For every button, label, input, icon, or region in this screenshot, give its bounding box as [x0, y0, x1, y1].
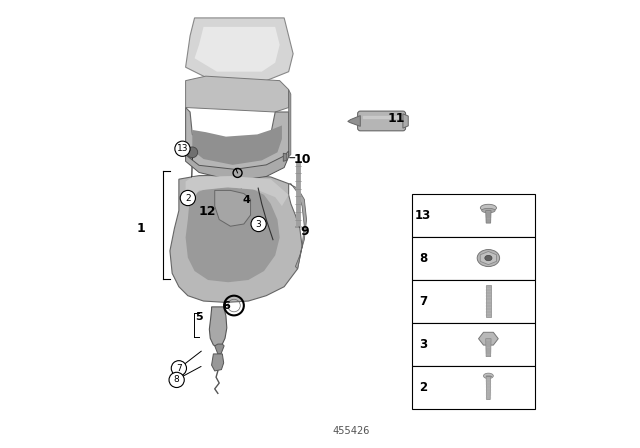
Polygon shape [284, 153, 287, 161]
Polygon shape [412, 194, 535, 237]
Circle shape [251, 216, 266, 232]
Polygon shape [412, 237, 535, 280]
Text: 3: 3 [256, 220, 262, 228]
Text: 12: 12 [198, 205, 216, 219]
Polygon shape [186, 108, 289, 179]
Polygon shape [170, 175, 302, 302]
Polygon shape [486, 376, 491, 400]
Text: 7: 7 [176, 364, 182, 373]
Text: 3: 3 [419, 337, 427, 351]
Text: 8: 8 [174, 375, 179, 384]
Polygon shape [403, 114, 408, 128]
Polygon shape [209, 307, 227, 347]
Circle shape [187, 147, 198, 158]
Ellipse shape [483, 373, 493, 379]
Polygon shape [186, 18, 293, 81]
Polygon shape [412, 366, 535, 409]
Polygon shape [486, 339, 491, 357]
Text: 11: 11 [387, 112, 405, 125]
Polygon shape [479, 332, 499, 345]
Polygon shape [186, 151, 289, 181]
Polygon shape [486, 211, 491, 223]
Circle shape [180, 190, 195, 206]
Text: 10: 10 [293, 152, 311, 166]
Polygon shape [212, 354, 224, 371]
Text: 5: 5 [195, 312, 203, 322]
Polygon shape [486, 285, 491, 317]
Polygon shape [195, 27, 280, 72]
Text: 13: 13 [177, 144, 188, 153]
Text: 6: 6 [222, 301, 230, 310]
Circle shape [172, 361, 186, 376]
Polygon shape [289, 90, 291, 157]
Polygon shape [186, 76, 289, 112]
Polygon shape [186, 176, 289, 206]
Polygon shape [215, 344, 224, 354]
FancyBboxPatch shape [358, 111, 406, 131]
Polygon shape [289, 184, 307, 269]
Polygon shape [412, 280, 535, 323]
Text: 455426: 455426 [333, 426, 370, 436]
Text: 8: 8 [419, 251, 427, 265]
Text: 4: 4 [243, 195, 250, 205]
Polygon shape [186, 187, 280, 282]
Polygon shape [215, 190, 251, 226]
Text: 2: 2 [185, 194, 191, 202]
Text: 2: 2 [419, 380, 427, 394]
Polygon shape [480, 251, 497, 265]
Polygon shape [192, 125, 282, 165]
Circle shape [175, 141, 190, 156]
Polygon shape [348, 116, 360, 126]
Circle shape [169, 372, 184, 388]
Text: 13: 13 [415, 208, 431, 222]
Text: 7: 7 [419, 294, 427, 308]
Ellipse shape [485, 255, 492, 261]
Ellipse shape [482, 208, 495, 213]
Text: 1: 1 [136, 222, 145, 235]
Polygon shape [412, 323, 535, 366]
Ellipse shape [481, 204, 497, 211]
Ellipse shape [477, 250, 500, 267]
Text: 9: 9 [300, 225, 308, 238]
